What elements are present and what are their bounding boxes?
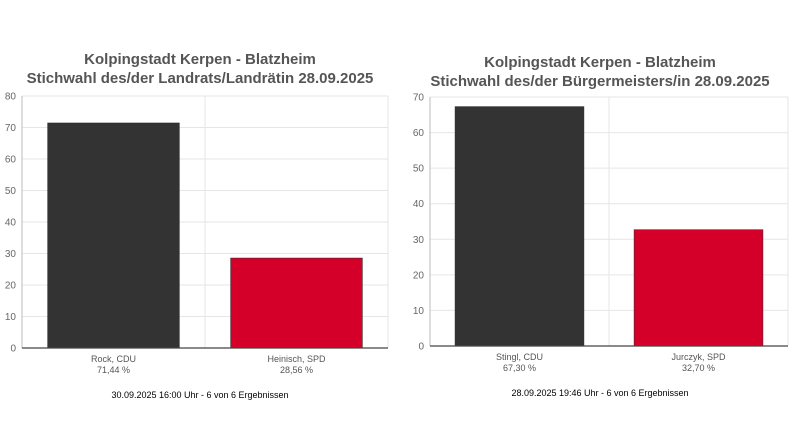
y-tick-label: 10 bbox=[413, 306, 425, 317]
y-tick-label: 50 bbox=[413, 164, 425, 175]
data-label: 71,44 % bbox=[97, 365, 130, 375]
category-label: Heinisch, SPD bbox=[267, 354, 326, 364]
y-tick-label: 60 bbox=[5, 155, 17, 166]
y-tick-label: 70 bbox=[5, 123, 17, 134]
chart-footer: 30.09.2025 16:00 Uhr - 6 von 6 Ergebniss… bbox=[111, 390, 289, 400]
y-tick-label: 70 bbox=[413, 93, 425, 104]
category-label: Stingl, CDU bbox=[496, 352, 543, 362]
y-tick-label: 50 bbox=[5, 186, 17, 197]
y-tick-label: 60 bbox=[413, 128, 425, 139]
y-tick-label: 30 bbox=[5, 249, 17, 260]
chart-panel-landrat: Kolpingstadt Kerpen - Blatzheim Stichwah… bbox=[5, 51, 389, 400]
chart-title: Kolpingstadt Kerpen - Blatzheim bbox=[484, 54, 716, 71]
y-tick-label: 20 bbox=[5, 281, 17, 292]
category-label: Rock, CDU bbox=[91, 354, 136, 364]
y-tick-label: 30 bbox=[413, 235, 425, 246]
y-tick-label: 40 bbox=[5, 218, 17, 229]
chart-footer: 28.09.2025 19:46 Uhr - 6 von 6 Ergebniss… bbox=[511, 388, 689, 398]
data-label: 28,56 % bbox=[280, 365, 313, 375]
bar bbox=[47, 122, 180, 349]
data-label: 67,30 % bbox=[503, 363, 536, 373]
y-tick-label: 80 bbox=[5, 92, 17, 103]
y-tick-label: 0 bbox=[10, 344, 16, 355]
data-label: 32,70 % bbox=[682, 363, 715, 373]
chart-panel-buergermeister: Kolpingstadt Kerpen - Blatzheim Stichwah… bbox=[400, 0, 800, 445]
bar bbox=[230, 257, 363, 349]
y-tick-label: 20 bbox=[413, 270, 425, 281]
y-tick-label: 0 bbox=[418, 342, 424, 353]
bar bbox=[633, 229, 764, 347]
bar bbox=[454, 106, 585, 347]
y-tick-label: 40 bbox=[413, 199, 425, 210]
chart-subtitle: Stichwahl des/der Bürgermeisters/in 28.0… bbox=[430, 73, 770, 90]
y-tick-label: 10 bbox=[5, 312, 17, 323]
chart-subtitle: Stichwahl des/der Landrats/Landrätin 28.… bbox=[26, 70, 374, 87]
chart-title: Kolpingstadt Kerpen - Blatzheim bbox=[84, 51, 316, 68]
category-label: Jurczyk, SPD bbox=[671, 352, 726, 362]
